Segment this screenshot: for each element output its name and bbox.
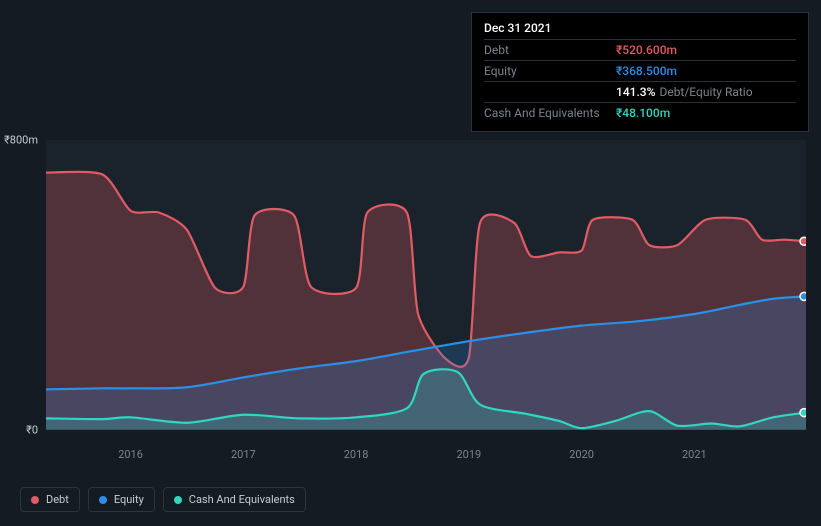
chart-container: ₹800m₹0: [18, 120, 806, 440]
legend-dot-icon: [174, 496, 182, 504]
tooltip-label: Cash And Equivalents: [484, 106, 616, 120]
x-tick-label: 2020: [569, 448, 594, 461]
chart-tooltip: Dec 31 2021 Debt₹520.600mEquity₹368.500m…: [471, 12, 809, 132]
tooltip-label: Equity: [484, 64, 616, 78]
x-tick-label: 2019: [456, 448, 481, 461]
legend-dot-icon: [99, 496, 107, 504]
tooltip-value: ₹48.100m: [616, 106, 670, 120]
legend-item-equity[interactable]: Equity: [88, 487, 155, 512]
tooltip-label: [484, 85, 616, 99]
tooltip-date: Dec 31 2021: [484, 21, 796, 39]
chart-plot: [46, 140, 806, 430]
tooltip-row: Equity₹368.500m: [484, 60, 796, 81]
legend-dot-icon: [31, 496, 39, 504]
legend-item-debt[interactable]: Debt: [20, 487, 80, 512]
x-tick-label: 2017: [231, 448, 256, 461]
y-tick-label: ₹0: [26, 424, 38, 437]
x-tick-label: 2016: [118, 448, 143, 461]
tooltip-row: Debt₹520.600m: [484, 39, 796, 60]
y-tick-label: ₹800m: [4, 134, 38, 147]
tooltip-label: Debt: [484, 43, 616, 57]
tooltip-rows: Debt₹520.600mEquity₹368.500m141.3%Debt/E…: [484, 39, 796, 123]
tooltip-extra: Debt/Equity Ratio: [659, 85, 752, 99]
tooltip-value: ₹368.500m: [616, 64, 677, 78]
legend-label: Debt: [46, 493, 69, 506]
tooltip-row: 141.3% Debt/Equity Ratio: [484, 81, 796, 102]
legend-item-cash[interactable]: Cash And Equivalents: [163, 487, 306, 512]
legend-label: Cash And Equivalents: [189, 493, 295, 506]
tooltip-value: ₹520.600m: [616, 43, 677, 57]
chart-legend: Debt Equity Cash And Equivalents: [20, 487, 306, 512]
x-tick-label: 2021: [682, 448, 707, 461]
legend-label: Equity: [114, 493, 144, 506]
x-tick-label: 2018: [344, 448, 369, 461]
tooltip-value: 141.3%: [616, 85, 655, 99]
